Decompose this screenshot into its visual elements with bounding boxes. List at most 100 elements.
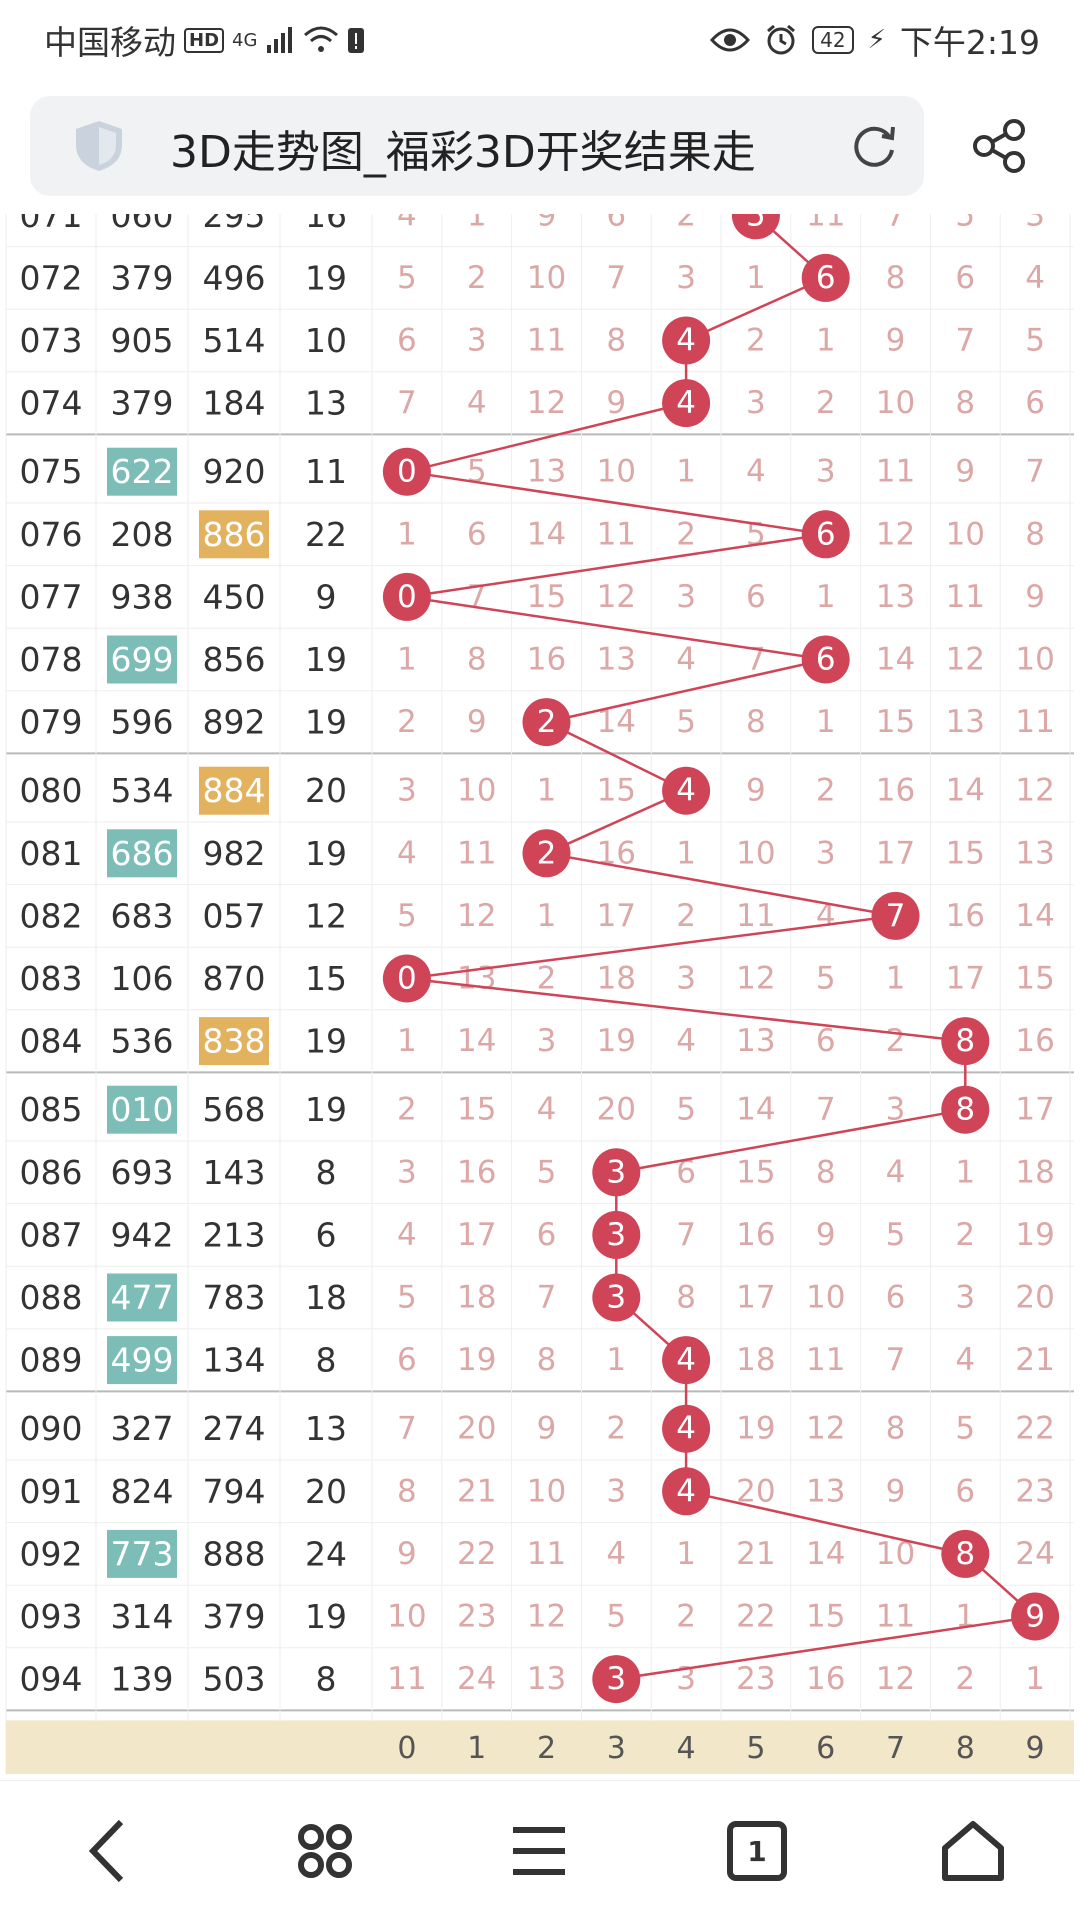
sum-cell: 19 xyxy=(305,703,347,742)
period-cell: 084 xyxy=(20,1022,83,1061)
miss-cell: 20 xyxy=(457,1411,496,1447)
sum-cell: 19 xyxy=(305,1597,347,1636)
miss-cell: 12 xyxy=(527,1599,566,1635)
period-cell: 089 xyxy=(20,1341,83,1380)
hit-ball xyxy=(731,214,780,240)
miss-cell: 20 xyxy=(1015,1280,1054,1316)
miss-cell: 7 xyxy=(606,260,626,296)
page-title[interactable]: 3D走势图_福彩3D开奖结果走 xyxy=(170,127,756,178)
miss-cell: 9 xyxy=(537,1411,557,1447)
trend-segment xyxy=(406,914,896,980)
miss-cell: 4 xyxy=(606,1536,626,1572)
miss-cell: 1 xyxy=(816,704,836,740)
table-row: 086 693 143 8 3 16 5 6 15 8 4 1 18 xyxy=(20,1153,1055,1192)
back-icon xyxy=(88,1819,124,1883)
trend-segment xyxy=(546,658,826,724)
digit-header: 3 xyxy=(607,1731,626,1766)
hit-ball xyxy=(592,1273,641,1322)
miss-cell: 11 xyxy=(527,323,566,359)
hit-ball xyxy=(662,1404,711,1453)
miss-cell: 4 xyxy=(467,385,487,421)
miss-cell: 11 xyxy=(387,1661,426,1697)
hit-ball-label: 5 xyxy=(746,214,766,233)
miss-cell: 1 xyxy=(467,214,487,233)
shield-icon[interactable] xyxy=(72,118,126,174)
miss-cell: 7 xyxy=(955,323,975,359)
miss-cell: 16 xyxy=(527,642,566,678)
miss-cell: 15 xyxy=(597,773,636,809)
menu-button[interactable] xyxy=(494,1811,584,1891)
miss-cell: 10 xyxy=(527,260,566,296)
miss-cell: 10 xyxy=(946,516,985,552)
trial-cell: 870 xyxy=(203,959,266,998)
reload-icon[interactable] xyxy=(846,118,902,174)
draw-cell: 208 xyxy=(111,515,174,554)
miss-cell: 13 xyxy=(527,1661,566,1697)
miss-cell: 4 xyxy=(1025,260,1045,296)
miss-cell: 8 xyxy=(886,260,906,296)
trial-cell: 794 xyxy=(203,1472,266,1511)
miss-cell: 5 xyxy=(816,961,836,997)
hit-ball xyxy=(662,766,711,815)
footer-background xyxy=(6,1720,1074,1774)
miss-cell: 6 xyxy=(606,214,626,233)
status-bar: 中国移动 HD 4G 42 ⚡ 下午2:19 xyxy=(0,0,1080,80)
miss-cell: 17 xyxy=(1015,1092,1054,1128)
miss-cell: 15 xyxy=(1015,961,1054,997)
period-cell: 091 xyxy=(20,1472,83,1511)
apps-button[interactable] xyxy=(280,1811,370,1891)
trend-segment xyxy=(685,276,827,342)
miss-cell: 6 xyxy=(397,323,417,359)
miss-cell: 9 xyxy=(397,1536,417,1572)
hit-ball xyxy=(941,1017,990,1066)
miss-cell: 14 xyxy=(736,1092,775,1128)
share-icon[interactable] xyxy=(970,116,1030,176)
hit-ball xyxy=(382,572,431,621)
miss-cell: 3 xyxy=(816,454,836,490)
hit-ball xyxy=(662,1336,711,1385)
period-cell: 083 xyxy=(20,959,83,998)
digit-header: 9 xyxy=(1026,1731,1045,1766)
miss-cell: 6 xyxy=(397,1342,417,1378)
miss-cell: 11 xyxy=(597,516,636,552)
miss-cell: 18 xyxy=(736,1342,775,1378)
sum-cell: 20 xyxy=(305,771,347,810)
trial-cell: 838 xyxy=(203,1022,266,1061)
miss-cell: 10 xyxy=(387,1599,426,1635)
menu-icon xyxy=(513,1827,565,1875)
miss-cell: 12 xyxy=(527,385,566,421)
miss-cell: 16 xyxy=(876,773,915,809)
miss-cell: 13 xyxy=(946,704,985,740)
sum-cell: 6 xyxy=(316,1215,337,1254)
home-icon xyxy=(942,1821,1004,1881)
miss-cell: 3 xyxy=(746,385,766,421)
draw-cell: 060 xyxy=(111,214,174,235)
status-left: 中国移动 HD 4G xyxy=(44,16,365,64)
trial-cell: 450 xyxy=(203,577,266,616)
digit-header: 7 xyxy=(886,1731,905,1766)
draw-cell: 314 xyxy=(111,1597,174,1636)
draw-cell: 683 xyxy=(111,896,174,935)
home-button[interactable] xyxy=(928,1811,1018,1891)
tabs-button[interactable]: 1 xyxy=(712,1811,802,1891)
eye-icon xyxy=(710,28,751,52)
hit-ball-label: 3 xyxy=(606,1154,626,1190)
hit-ball-label: 4 xyxy=(676,773,696,809)
miss-cell: 1 xyxy=(676,835,696,871)
miss-cell: 16 xyxy=(946,898,985,934)
sum-cell: 19 xyxy=(305,1090,347,1129)
trial-highlight xyxy=(199,766,269,815)
digit-header: 0 xyxy=(397,1731,416,1766)
trend-chart[interactable]: 071 060 295 16 4 1 9 6 2 11 7 5 3 072 379 496 19 5 2 10 7 3 1 8… xyxy=(0,214,1080,1774)
period-cell: 076 xyxy=(20,515,83,554)
draw-cell: 699 xyxy=(111,640,174,679)
url-bar[interactable]: 3D走势图_福彩3D开奖结果走 xyxy=(30,96,924,196)
miss-cell: 23 xyxy=(1015,1473,1054,1509)
miss-cell: 19 xyxy=(1015,1217,1054,1253)
row-separators xyxy=(6,246,1074,1712)
hit-ball xyxy=(522,698,571,747)
miss-cell: 5 xyxy=(606,1599,626,1635)
table-row: 085 010 568 19 2 15 4 20 5 14 7 3 17 xyxy=(20,1085,1055,1134)
back-button[interactable] xyxy=(62,1811,152,1891)
trial-cell: 379 xyxy=(203,1597,266,1636)
